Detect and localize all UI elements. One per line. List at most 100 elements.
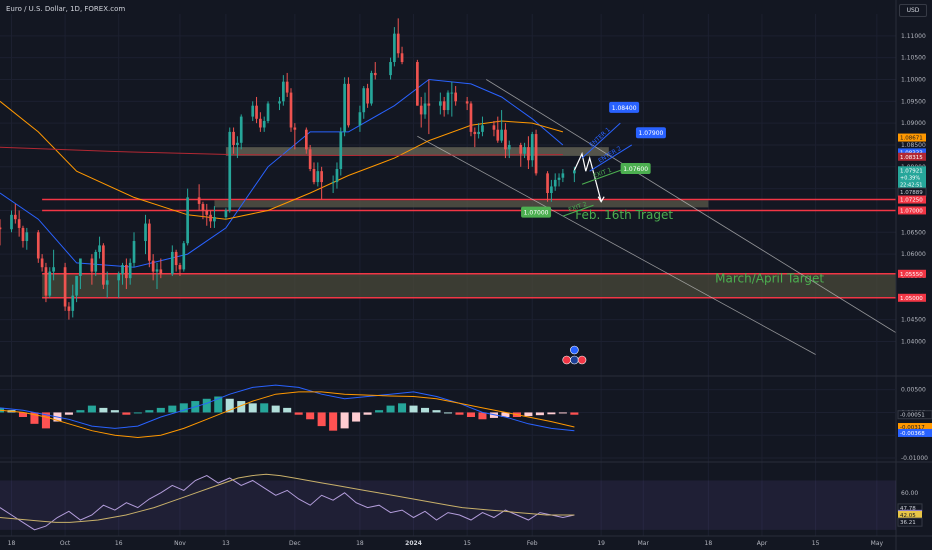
candle-body <box>465 101 469 104</box>
y-tick-label: 1.10500 <box>901 55 926 62</box>
y-tick-label: 1.04500 <box>901 317 926 324</box>
indicator-badge <box>898 423 932 432</box>
macd-line <box>0 384 575 432</box>
candle-body <box>469 103 473 132</box>
candle-body <box>550 186 553 193</box>
indicator-badge-label: -0.00368 <box>900 431 925 437</box>
candle-body <box>312 168 316 183</box>
trade-line <box>589 144 633 172</box>
histogram-bar <box>398 403 407 413</box>
candle-body <box>13 214 17 220</box>
moving-average-line <box>0 100 564 220</box>
indicator-badge-label: -0.00051 <box>900 413 925 419</box>
indicator-badge-label: 36.21 <box>900 520 916 526</box>
price-badge-label: 1.07000 <box>900 208 923 214</box>
macd-line <box>0 391 575 439</box>
candle-body <box>530 134 534 161</box>
x-tick-label: 15 <box>812 540 820 547</box>
candle-body <box>155 269 159 272</box>
price-badge <box>898 133 926 142</box>
histogram-bar <box>214 396 223 413</box>
price-tag <box>521 206 552 218</box>
histogram-bar <box>409 405 418 413</box>
candle-body <box>213 217 216 222</box>
indicator-badge-label: -0.00317 <box>900 425 925 431</box>
candle-body <box>419 105 423 115</box>
candle-body <box>255 105 258 119</box>
candle-body <box>500 129 503 141</box>
candle-body <box>197 197 201 204</box>
price-tag <box>620 162 651 174</box>
candle-body <box>293 127 297 130</box>
candle-body <box>174 251 178 266</box>
candle-body <box>454 92 457 102</box>
histogram-bar <box>145 410 154 413</box>
histogram-bar <box>317 412 326 427</box>
candle-body <box>178 265 182 270</box>
candle-body <box>224 210 228 218</box>
candle-body <box>373 72 377 76</box>
indicator-badge <box>898 510 922 519</box>
candle-body <box>17 219 21 228</box>
candle-body <box>553 179 557 187</box>
y-tick-label: 1.04000 <box>901 338 926 345</box>
candle-body <box>439 101 442 106</box>
histogram-bar <box>271 405 280 413</box>
x-tick-label: Oct <box>60 540 71 547</box>
x-tick-label: 18 <box>705 540 713 547</box>
price-badge <box>898 166 926 191</box>
candle-body <box>105 280 109 285</box>
symbol-title: Euro / U.S. Dollar, 1D, FOREX.com <box>6 5 126 13</box>
candle-body <box>370 72 373 104</box>
candle-body <box>232 131 235 145</box>
histogram-bar <box>133 412 142 414</box>
candle-body <box>170 251 174 274</box>
histogram-bar <box>99 407 108 413</box>
zone-box <box>42 273 897 298</box>
candle-body <box>205 210 209 215</box>
price-tag-label: 1.08400 <box>612 105 637 112</box>
candle-body <box>496 129 500 141</box>
candle-body <box>121 265 124 274</box>
price-tag <box>635 127 666 139</box>
channel-lower-line <box>417 135 816 355</box>
y-tick-label: 1.09500 <box>901 98 926 105</box>
candle-body <box>416 62 419 106</box>
candle-body <box>523 147 526 154</box>
candle-body <box>400 53 404 63</box>
candle-body <box>182 243 186 270</box>
price-badge-extra: 22:42:51 <box>900 182 922 188</box>
candle-body <box>473 131 477 135</box>
target-annotation: March/April Target <box>715 272 824 286</box>
candle-body <box>557 177 561 180</box>
histogram-bar <box>87 405 96 413</box>
candle-body <box>94 251 98 272</box>
candle-body <box>236 142 239 145</box>
currency-button[interactable]: USD <box>899 4 927 17</box>
candle-body <box>228 131 232 211</box>
x-tick-label: 18 <box>8 540 16 547</box>
candle-body <box>358 112 362 126</box>
histogram-bar <box>443 412 453 414</box>
price-badge <box>898 195 926 204</box>
candle-body <box>304 129 308 150</box>
candle-body <box>320 171 323 183</box>
histogram-bar <box>18 412 27 417</box>
moving-average-line <box>0 146 563 157</box>
candle-body <box>339 131 343 169</box>
candle-body <box>446 92 450 111</box>
candle-body <box>52 267 55 272</box>
y-tick-label: 1.06500 <box>901 229 926 236</box>
indicator-badge-label: 47.78 <box>900 506 916 512</box>
candle-body <box>561 173 565 178</box>
candle-body <box>343 83 346 132</box>
x-tick-label: 18 <box>356 540 364 547</box>
histogram-bar <box>168 405 177 413</box>
candle-body <box>186 197 189 244</box>
histogram-bar <box>478 412 487 420</box>
price-badge-label: 1.07921 <box>900 168 923 174</box>
candle-body <box>396 33 400 54</box>
candle-body <box>128 262 132 279</box>
candle-body <box>427 103 431 106</box>
